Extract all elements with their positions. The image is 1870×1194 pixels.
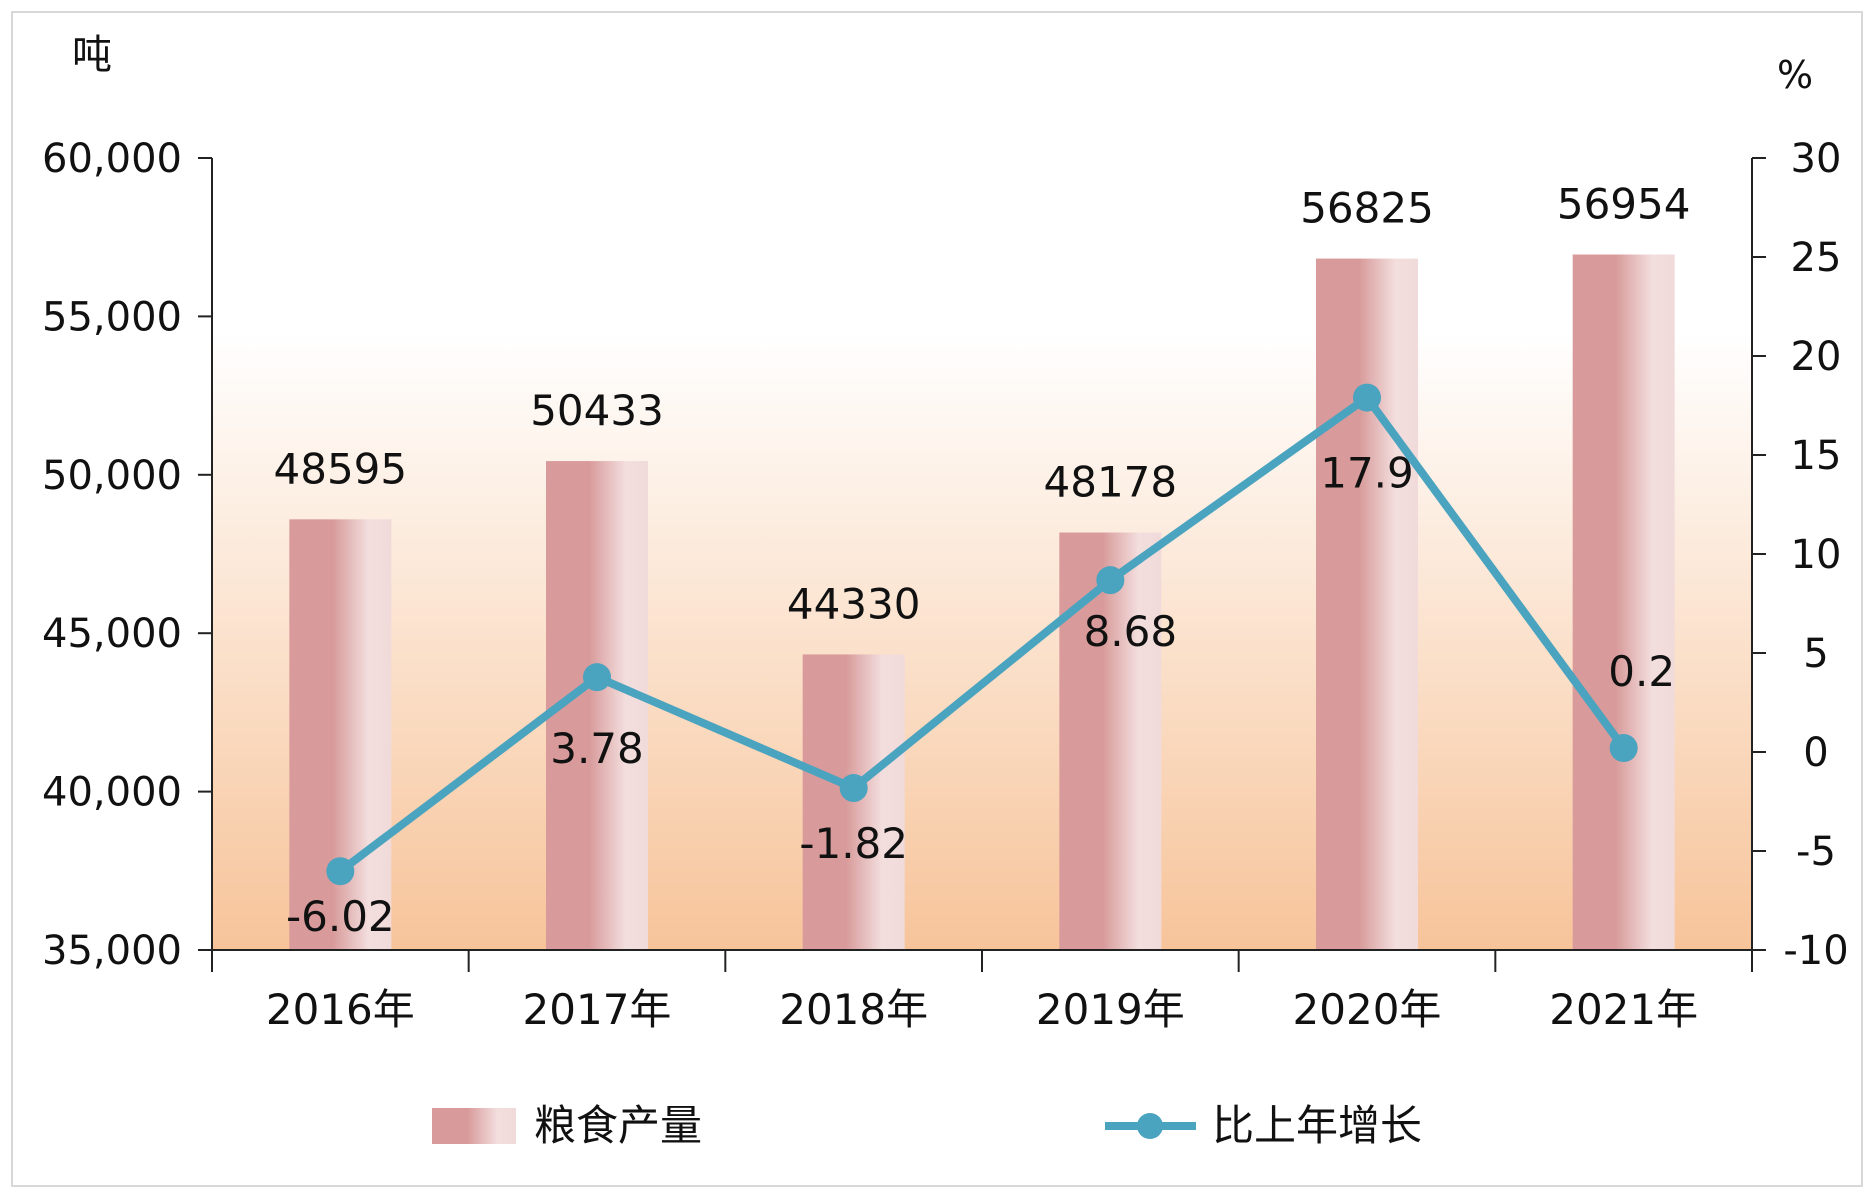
x-tick-label: 2018年 <box>779 985 928 1034</box>
y-right-tick-label: -5 <box>1796 829 1836 875</box>
x-tick-label: 2019年 <box>1036 985 1185 1034</box>
y-right-tick-label: 30 <box>1791 136 1842 182</box>
growth-point <box>1609 734 1638 763</box>
legend-line-marker <box>1137 1113 1163 1139</box>
growth-value-label: 3.78 <box>550 724 644 773</box>
y-right-tick-label: 5 <box>1803 631 1828 677</box>
legend-bar-swatch <box>432 1108 516 1144</box>
legend-line-label: 比上年增长 <box>1212 1101 1422 1150</box>
x-tick-label: 2020年 <box>1293 985 1442 1034</box>
y-left-tick-label: 35,000 <box>42 928 182 974</box>
bar-value-label: 44330 <box>787 579 921 628</box>
growth-point <box>583 663 611 692</box>
growth-value-label: 8.68 <box>1084 607 1178 656</box>
legend-bar-label: 粮食产量 <box>534 1101 702 1150</box>
y-right-tick-label: 25 <box>1791 235 1842 281</box>
bar <box>802 654 905 950</box>
growth-value-label: 0.2 <box>1608 647 1675 696</box>
y-right-tick-label: 10 <box>1791 532 1842 578</box>
x-tick-label: 2017年 <box>523 985 672 1034</box>
bar-value-label: 48595 <box>274 444 408 493</box>
y-left-tick-label: 40,000 <box>42 770 182 816</box>
y-left-tick-label: 45,000 <box>42 611 182 657</box>
y-right-unit: % <box>1777 53 1813 97</box>
bar <box>1059 532 1162 950</box>
plot-background <box>212 158 1752 950</box>
bar <box>1572 254 1675 950</box>
y-right-tick-label: 20 <box>1791 334 1842 380</box>
axes-layer: 35,000 40,000 45,000 50,000 55,000 60,000 -10 -… <box>42 136 1849 1034</box>
x-tick-label: 2016年 <box>266 985 415 1034</box>
y-right-tick-label: 0 <box>1803 730 1828 776</box>
data-labels-layer: 48595 50433 44330 48178 56825 56954 -6.02 3.78 -… <box>274 179 1691 941</box>
y-right-tick-label: -10 <box>1783 928 1848 974</box>
y-left-tick-label: 55,000 <box>42 294 182 340</box>
growth-line <box>337 393 1627 875</box>
line-layer <box>326 383 1638 886</box>
y-left-tick-label: 50,000 <box>42 453 182 499</box>
bar <box>1316 258 1418 951</box>
growth-point <box>1096 566 1125 595</box>
bar-value-label: 48178 <box>1044 458 1178 507</box>
legend: 粮食产量 比上年增长 <box>432 1101 1422 1150</box>
growth-value-label: -1.82 <box>799 819 908 868</box>
x-tick-label: 2021年 <box>1549 985 1698 1034</box>
y-left-unit: 吨 <box>72 32 112 78</box>
bars-layer <box>289 254 1675 951</box>
y-right-tick-label: 15 <box>1791 433 1842 479</box>
growth-point <box>839 774 868 803</box>
bar-value-label: 50433 <box>530 386 664 435</box>
growth-point <box>1353 383 1381 412</box>
growth-value-label: -6.02 <box>286 892 395 941</box>
y-left-tick-label: 60,000 <box>42 136 182 182</box>
growth-value-label: 17.9 <box>1320 449 1414 498</box>
bar <box>289 519 392 950</box>
bar-value-label: 56825 <box>1300 184 1434 233</box>
growth-point <box>326 857 355 886</box>
bar-value-label: 56954 <box>1557 179 1691 228</box>
